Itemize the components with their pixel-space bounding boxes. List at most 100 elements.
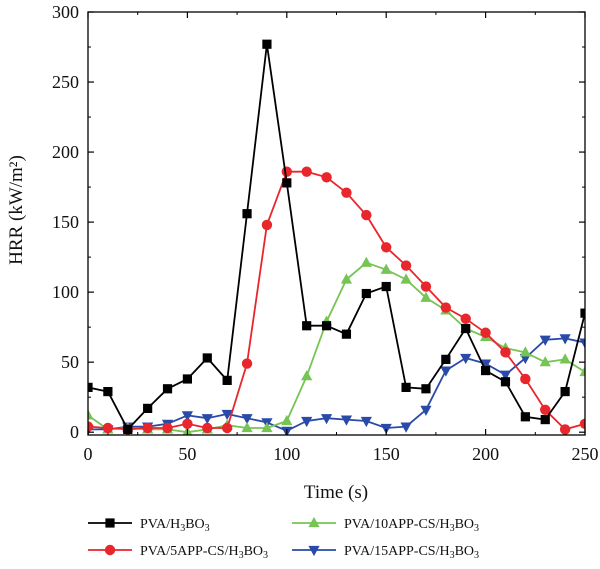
x-tick-label: 150 xyxy=(373,444,400,464)
legend-label: PVA/15APP-CS/H3BO3 xyxy=(344,544,479,561)
data-point xyxy=(500,347,511,358)
data-point xyxy=(400,422,412,433)
data-point xyxy=(400,273,412,284)
data-point xyxy=(341,329,352,339)
data-point xyxy=(361,209,372,221)
series-2 xyxy=(88,166,585,435)
data-point xyxy=(560,386,570,397)
data-point xyxy=(301,370,313,381)
data-point xyxy=(202,353,212,363)
data-point xyxy=(262,39,272,49)
legend-label: PVA/10APP-CS/H3BO3 xyxy=(344,517,479,534)
x-tick-label: 200 xyxy=(472,444,499,464)
data-point xyxy=(380,263,392,274)
legend-entry-4: PVA/15APP-CS/H3BO3 xyxy=(292,544,479,561)
series-1 xyxy=(88,39,585,434)
data-point xyxy=(559,334,571,345)
data-point xyxy=(361,288,371,299)
x-axis-label: Time (s) xyxy=(304,482,368,503)
data-point xyxy=(579,418,585,429)
data-point xyxy=(242,209,252,219)
data-point xyxy=(321,172,332,183)
legend-marker xyxy=(105,518,115,528)
data-point xyxy=(480,359,492,370)
data-point xyxy=(181,411,193,422)
data-point xyxy=(539,356,551,367)
data-point xyxy=(540,414,550,425)
x-tick-label: 250 xyxy=(572,444,599,464)
data-point xyxy=(401,382,411,392)
data-point xyxy=(381,242,392,253)
data-point xyxy=(88,421,94,432)
data-point xyxy=(421,384,431,394)
y-tick-label: 150 xyxy=(52,212,79,232)
data-point xyxy=(420,291,432,302)
legend: PVA/H3BO3 PVA/10APP-CS/H3BO3 PVA/5APP-CS/H… xyxy=(88,516,479,561)
plot-area xyxy=(88,39,585,435)
data-point xyxy=(520,373,531,385)
y-tick-label: 250 xyxy=(52,72,79,92)
data-point xyxy=(461,323,471,334)
y-axis-label: HRR (kW/m²) xyxy=(6,155,27,265)
data-point xyxy=(500,377,511,387)
data-point xyxy=(380,423,392,435)
data-point xyxy=(381,281,391,292)
data-point xyxy=(340,273,353,284)
x-tick-label: 50 xyxy=(178,444,196,464)
data-point xyxy=(519,346,531,357)
y-tick-label: 50 xyxy=(61,352,79,372)
legend-marker xyxy=(308,545,320,557)
data-point xyxy=(241,421,253,433)
legend-label: PVA/5APP-CS/H3BO3 xyxy=(140,544,268,561)
data-point xyxy=(420,405,432,416)
data-point xyxy=(580,308,585,318)
data-point xyxy=(123,424,133,434)
x-tick-label: 100 xyxy=(273,444,300,464)
data-point xyxy=(201,414,213,425)
data-point xyxy=(579,338,585,349)
data-point xyxy=(559,424,571,435)
legend-entry-3: PVA/10APP-CS/H3BO3 xyxy=(292,516,479,534)
series-line xyxy=(88,261,585,434)
data-point xyxy=(182,418,193,429)
data-point xyxy=(302,321,312,331)
data-point xyxy=(579,365,585,377)
legend-marker xyxy=(308,516,320,528)
data-point xyxy=(222,375,232,385)
data-point xyxy=(221,409,233,421)
axes: HRR (kW/m²) Time (s) 0 50 100 150 200 250 0 50 1… xyxy=(6,2,599,503)
legend-marker xyxy=(104,544,116,556)
data-point xyxy=(460,313,471,324)
data-point xyxy=(420,281,432,292)
data-point xyxy=(301,166,312,177)
data-point xyxy=(481,365,491,376)
data-point xyxy=(241,358,253,369)
data-point xyxy=(143,403,153,413)
data-point xyxy=(341,187,352,198)
data-point xyxy=(261,421,273,433)
data-point xyxy=(440,366,452,377)
data-point xyxy=(182,374,192,384)
data-point xyxy=(320,414,333,425)
data-point xyxy=(202,422,213,434)
data-point xyxy=(241,414,253,425)
data-point xyxy=(559,353,571,364)
data-point xyxy=(281,166,292,177)
data-point xyxy=(88,382,93,392)
y-tick-label: 300 xyxy=(52,2,79,22)
data-point xyxy=(102,422,114,434)
data-point xyxy=(441,354,451,364)
data-point xyxy=(460,353,472,365)
series-3 xyxy=(88,256,585,435)
data-point xyxy=(499,370,512,381)
y-tick-label: 100 xyxy=(52,282,79,302)
data-point xyxy=(142,422,153,434)
y-tick-label: 200 xyxy=(52,142,79,162)
data-point xyxy=(340,415,353,426)
data-point xyxy=(162,384,173,394)
data-point xyxy=(221,422,233,434)
data-point xyxy=(162,422,173,434)
legend-label: PVA/H3BO3 xyxy=(140,517,210,534)
data-point xyxy=(520,412,530,422)
data-point xyxy=(103,386,113,397)
